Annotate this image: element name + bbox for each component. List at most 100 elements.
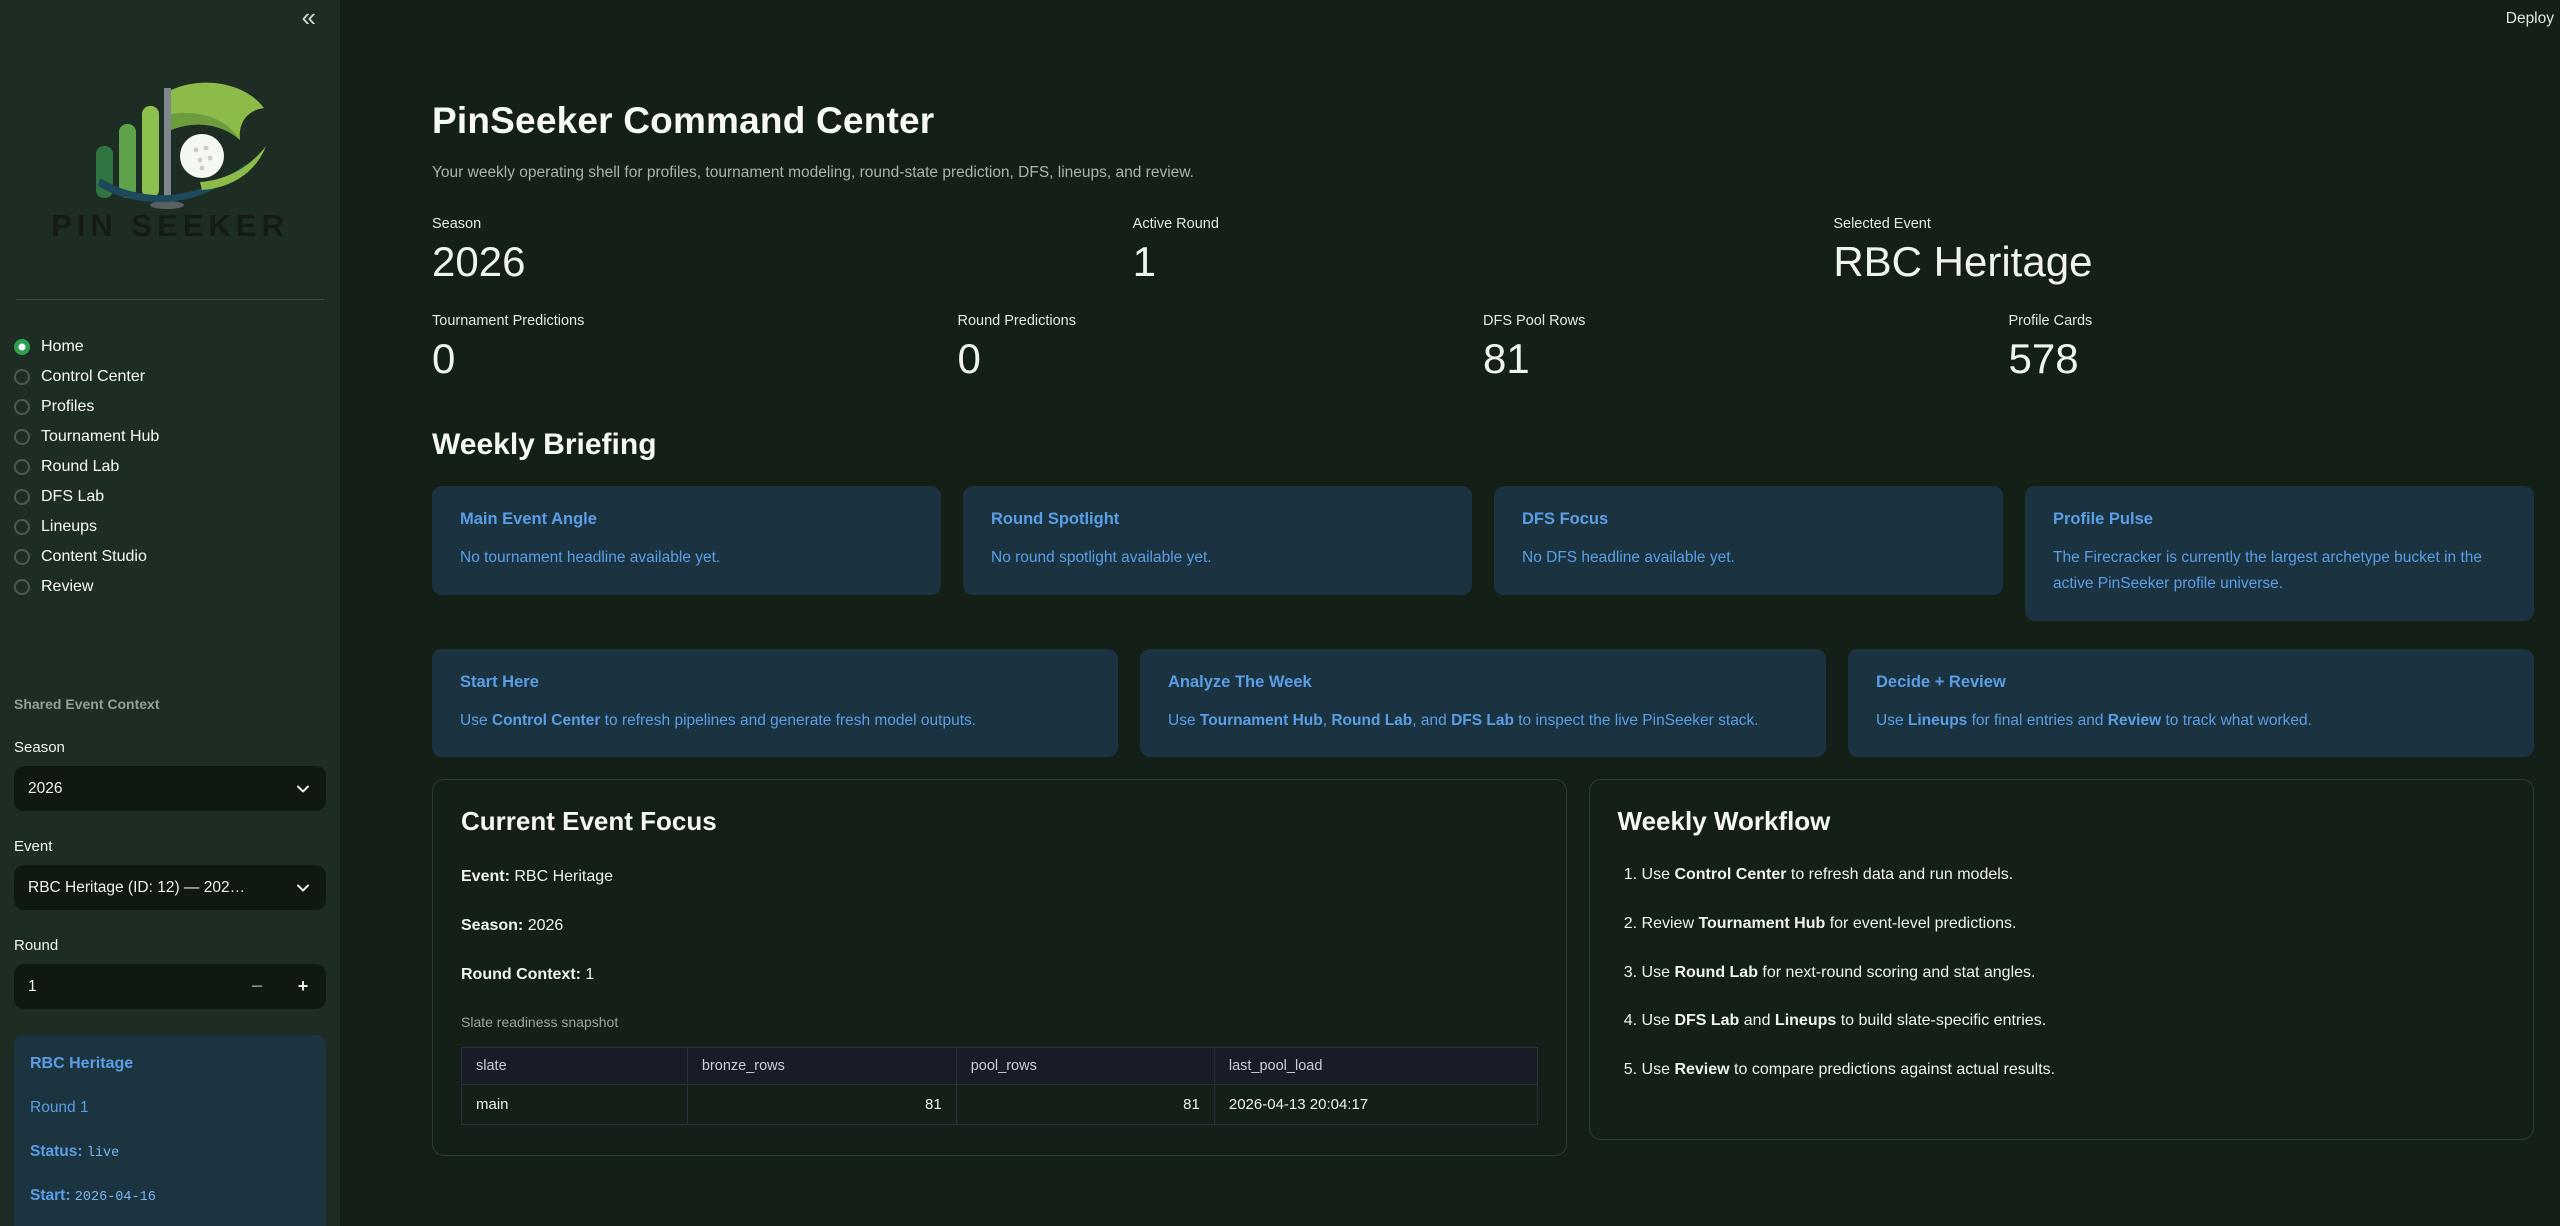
slate-readiness-table: slate bronze_rows pool_rows last_pool_lo… [461, 1047, 1538, 1126]
sidebar-item-profiles[interactable]: Profiles [14, 398, 326, 416]
metric-label: Tournament Predictions [432, 313, 585, 330]
radio-icon [14, 429, 30, 445]
shared-event-context-heading: Shared Event Context [14, 696, 160, 712]
page-title: PinSeeker Command Center [432, 100, 935, 141]
round-label: Round [14, 937, 59, 954]
current-event-focus-heading: Current Event Focus [461, 806, 717, 837]
metric-value: 0 [432, 335, 456, 383]
metric-round-predictions: Round Predictions 0 [958, 313, 1484, 382]
col-last-pool-load: last_pool_load [1213, 1047, 1538, 1086]
nav-label: Content Studio [41, 548, 147, 565]
guide-cards: Start Here Use Control Center to refresh… [432, 648, 2534, 758]
sidebar-item-content-studio[interactable]: Content Studio [14, 548, 326, 566]
sidebar-item-dfs-lab[interactable]: DFS Lab [14, 488, 326, 506]
current-event-focus-panel: Current Event Focus Event: RBC Heritage … [432, 779, 1567, 1157]
card-body: The Firecracker is currently the largest… [2053, 549, 2483, 592]
nav-label: Profiles [41, 398, 95, 415]
metric-label: DFS Pool Rows [1483, 313, 1586, 330]
nav-label: Home [41, 338, 84, 355]
metric-value: 578 [2008, 335, 2079, 383]
pinseeker-logo-text: PIN SEEKER [51, 208, 289, 243]
weekly-workflow-panel: Weekly Workflow Use Control Center to re… [1588, 779, 2534, 1141]
metrics-row-1: Season 2026 Active Round 1 Selected Even… [432, 216, 2534, 285]
weekly-workflow-heading: Weekly Workflow [1617, 806, 1831, 837]
metric-dfs-pool-rows: DFS Pool Rows 81 [1483, 313, 2009, 382]
sidebar-item-review[interactable]: Review [14, 578, 326, 596]
round-increment-button[interactable]: + [297, 976, 309, 996]
sidebar-nav: Home Control Center Profiles Tournament … [14, 338, 326, 596]
nav-label: Round Lab [41, 458, 120, 475]
focus-line-value: 2026 [523, 917, 564, 935]
table-header-row: slate bronze_rows pool_rows last_pool_lo… [461, 1047, 1538, 1086]
chevron-down-icon [294, 879, 312, 897]
col-slate: slate [461, 1047, 688, 1086]
card-body: Use Tournament Hub, Round Lab, and DFS L… [1168, 711, 1759, 729]
card-decide-review: Decide + Review Use Lineups for final en… [1848, 648, 2534, 758]
status-value: live [86, 1146, 120, 1161]
deploy-button[interactable]: Deploy [2505, 10, 2554, 27]
metric-label: Season [432, 216, 482, 232]
card-body: Use Control Center to refresh pipelines … [460, 711, 977, 729]
event-card-start: Start: 2026-04-16 [30, 1187, 310, 1205]
sidebar-item-tournament-hub[interactable]: Tournament Hub [14, 428, 326, 446]
workflow-list: Use Control Center to refresh data and r… [1642, 865, 2505, 1081]
radio-icon [14, 399, 30, 415]
status-label: Status: [30, 1143, 83, 1160]
event-label: Event [14, 838, 53, 855]
sidebar: « PIN SEEKER Home Control Center [0, 0, 340, 1226]
event-card-round: Round 1 [30, 1099, 89, 1116]
metric-value: 2026 [432, 238, 526, 285]
col-pool-rows: pool_rows [955, 1047, 1215, 1086]
card-body: No DFS headline available yet. [1522, 549, 1735, 567]
workflow-step: Use DFS Lab and Lineups to build slate-s… [1642, 1011, 2505, 1032]
metric-label: Profile Cards [2008, 313, 2093, 330]
card-title: Analyze The Week [1168, 672, 1312, 691]
card-title: Main Event Angle [460, 510, 597, 529]
nav-label: Lineups [41, 518, 98, 535]
card-body: No round spotlight available yet. [991, 549, 1212, 567]
card-title: Round Spotlight [991, 510, 1120, 529]
collapse-sidebar-icon[interactable]: « [301, 2, 316, 32]
sidebar-item-control-center[interactable]: Control Center [14, 368, 326, 386]
season-select[interactable]: 2026 [14, 766, 326, 811]
round-stepper[interactable]: 1 − + [14, 964, 326, 1009]
col-bronze-rows: bronze_rows [686, 1047, 957, 1086]
card-body: Use Lineups for final entries and Review… [1876, 711, 2312, 729]
radio-icon [14, 519, 30, 535]
focus-line-value: RBC Heritage [509, 868, 614, 886]
metric-value: 81 [1483, 335, 1530, 383]
radio-icon [14, 579, 30, 595]
card-round-spotlight: Round Spotlight No round spotlight avail… [963, 486, 1472, 595]
card-dfs-focus: DFS Focus No DFS headline available yet. [1494, 486, 2003, 595]
weekly-briefing-heading: Weekly Briefing [432, 428, 657, 462]
season-label: Season [14, 739, 65, 756]
sidebar-item-home[interactable]: Home [14, 338, 326, 356]
main-content: PinSeeker Command Center Your weekly ope… [340, 0, 2560, 1226]
card-main-event-angle: Main Event Angle No tournament headline … [432, 486, 941, 595]
round-input[interactable]: 1 [28, 977, 37, 995]
focus-line-value: 1 [580, 966, 595, 984]
metric-label: Selected Event [1833, 216, 1931, 232]
page-subtitle: Your weekly operating shell for profiles… [432, 164, 1194, 181]
metric-tournament-predictions: Tournament Predictions 0 [432, 313, 958, 382]
round-decrement-button[interactable]: − [250, 974, 264, 998]
card-title: DFS Focus [1522, 510, 1609, 529]
sidebar-divider [16, 299, 324, 300]
metric-value: RBC Heritage [1833, 238, 2093, 285]
cell-slate: main [461, 1084, 688, 1126]
sidebar-item-round-lab[interactable]: Round Lab [14, 458, 326, 476]
start-value: 2026-04-16 [74, 1190, 156, 1205]
metric-label: Round Predictions [957, 313, 1077, 330]
metric-label: Active Round [1132, 216, 1219, 232]
sidebar-item-lineups[interactable]: Lineups [14, 518, 326, 536]
start-label: Start: [30, 1187, 71, 1204]
metric-value: 0 [957, 335, 981, 383]
focus-line-label: Season: [461, 917, 524, 935]
event-select[interactable]: RBC Heritage (ID: 12) — 202… [14, 865, 326, 910]
card-title: Start Here [460, 672, 539, 691]
radio-selected-icon [14, 339, 30, 355]
season-select-value: 2026 [28, 779, 63, 797]
pinseeker-logo: PIN SEEKER [50, 52, 290, 249]
cell-pool-rows: 81 [955, 1084, 1215, 1126]
metric-season: Season 2026 [432, 216, 1133, 285]
